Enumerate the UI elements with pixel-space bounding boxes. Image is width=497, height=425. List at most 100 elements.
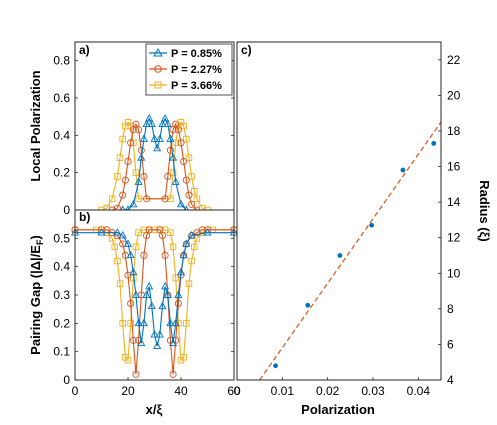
data-point-b-2 (172, 274, 179, 282)
data-point-a-0 (147, 119, 156, 127)
y-tick-label: 0.6 (53, 91, 70, 105)
data-point-a-1 (180, 157, 188, 166)
data-point-a-2 (135, 195, 142, 203)
data-point-a-0 (145, 113, 154, 122)
data-point-a-0 (161, 113, 170, 122)
data-point-b-0 (174, 290, 183, 298)
panel-b-ylabel-main: Pairing Gap (|Δ|/E (28, 245, 43, 355)
y-tick-label: 0.3 (53, 288, 70, 302)
data-point-b-0 (142, 290, 151, 298)
circle-marker-icon (154, 65, 162, 73)
data-point-b-0 (145, 281, 154, 290)
x-tick-label: 0.03 (361, 384, 385, 398)
square-marker-icon (154, 81, 162, 89)
scatter-point (305, 302, 311, 308)
data-point-b-0 (126, 250, 135, 259)
data-point-b-0 (113, 228, 122, 236)
data-point-a-1 (129, 126, 137, 134)
panel-a-ylabel: Local Polarization (28, 70, 43, 181)
data-point-a-0 (139, 134, 148, 142)
panel-c: 4 6 8 10 12 14 16 18 20 22 0 0.01 0.02 0.03 0.04 c) R… (234, 41, 492, 417)
data-point-b-2 (167, 229, 174, 236)
data-point-b-0 (171, 318, 180, 327)
data-point-b-1 (129, 336, 137, 344)
data-point-b-0 (182, 239, 191, 247)
data-point-b-0 (118, 230, 127, 239)
data-point-b-0 (150, 330, 159, 338)
x-tick-label: 0 (234, 384, 241, 398)
data-point-b-1 (142, 231, 151, 240)
data-point-a-2 (167, 195, 174, 203)
data-point-b-1 (158, 231, 166, 240)
data-point-b-2 (183, 320, 190, 327)
data-point-a-2 (132, 169, 140, 176)
series-line-a-2 (101, 121, 208, 211)
panel-c-series (259, 121, 442, 381)
y-tick-label: 22 (447, 53, 461, 67)
panel-b-y-ticks: 0 0.1 0.2 0.3 0.4 0.5 (53, 231, 234, 387)
data-point-a-2 (119, 135, 126, 143)
data-point-a-1 (119, 191, 127, 199)
data-point-a-0 (171, 177, 180, 185)
data-point-a-2 (190, 188, 198, 195)
x-tick-label: 0.04 (407, 384, 431, 398)
legend-label-p085: P = 0.85% (171, 48, 222, 60)
data-point-a-0 (153, 143, 162, 152)
data-point-b-0 (166, 318, 175, 327)
panel-a-label: a) (79, 43, 90, 57)
y-tick-label: 10 (447, 266, 461, 280)
legend-label-p366: P = 3.66% (171, 80, 222, 92)
data-point-b-2 (114, 257, 121, 265)
y-tick-label: 0.2 (53, 316, 70, 330)
data-point-b-2 (169, 243, 177, 251)
panel-b-series (70, 226, 239, 378)
data-point-a-2 (108, 195, 116, 203)
scatter-point (400, 167, 406, 173)
panel-b-ylabel-end: ) (28, 235, 43, 239)
data-point-b-2 (127, 320, 134, 327)
data-point-a-0 (142, 119, 151, 127)
data-point-a-2 (193, 195, 201, 203)
data-point-b-1 (156, 226, 164, 234)
data-point-b-1 (198, 226, 206, 234)
data-point-b-1 (169, 370, 177, 378)
y-tick-label: 0.5 (53, 231, 70, 245)
data-point-a-0 (129, 199, 138, 208)
scatter-point (337, 253, 343, 258)
data-point-b-0 (147, 301, 156, 310)
data-point-b-1 (127, 299, 135, 308)
scatter-point (369, 222, 375, 228)
data-point-b-0 (97, 228, 106, 236)
y-tick-label: 12 (447, 231, 461, 245)
data-point-b-0 (179, 250, 188, 259)
data-point-a-1 (182, 176, 190, 184)
data-point-a-0 (150, 134, 159, 142)
data-point-b-2 (180, 354, 187, 361)
legend-item-p085: P = 0.85% (149, 47, 222, 60)
data-point-a-1 (161, 195, 169, 203)
y-tick-label: 6 (447, 337, 454, 351)
data-point-a-1 (174, 126, 182, 134)
triangle-marker-icon (153, 47, 163, 57)
data-point-b-1 (140, 251, 148, 259)
data-point-b-1 (132, 370, 140, 378)
panel-c-x-ticks: 0 0.01 0.02 0.03 0.04 (234, 377, 431, 398)
panel-b-xlabel: x/ξ (146, 402, 163, 417)
data-point-a-0 (158, 119, 167, 127)
data-point-a-1 (185, 191, 193, 199)
y-tick-label: 16 (447, 160, 461, 174)
y-tick-label: 0.1 (53, 345, 70, 359)
data-point-b-0 (163, 290, 172, 298)
data-point-b-0 (137, 338, 146, 347)
x-tick-label: 60 (227, 384, 241, 398)
x-tick-label: 20 (121, 384, 135, 398)
data-point-b-1 (145, 226, 153, 234)
data-point-a-0 (168, 153, 178, 161)
panel-c-label: c) (241, 43, 252, 57)
panel-a-y-ticks: 0 0.2 0.4 0.6 0.8 (53, 54, 234, 217)
data-point-b-0 (176, 267, 186, 276)
data-point-a-0 (166, 134, 175, 142)
data-point-a-2 (185, 154, 193, 161)
data-point-b-2 (111, 243, 118, 251)
data-point-b-2 (132, 243, 140, 251)
